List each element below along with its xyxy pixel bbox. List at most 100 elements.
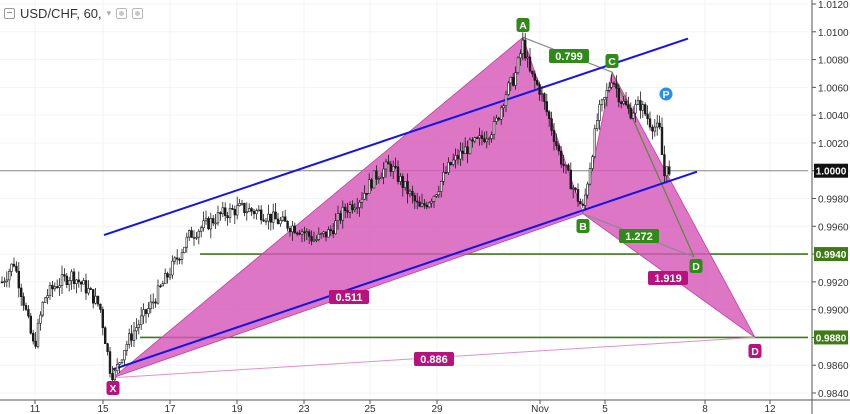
candle-body: [276, 218, 280, 225]
candle: [653, 119, 657, 137]
candle: [444, 166, 448, 174]
candle: [209, 212, 212, 239]
candle-body: [147, 308, 150, 314]
candle: [329, 225, 332, 237]
candle: [271, 203, 275, 230]
candle-body: [487, 138, 491, 140]
candle-body: [382, 168, 385, 178]
candle-body: [132, 330, 136, 341]
candle: [240, 199, 244, 206]
candle-body: [12, 263, 16, 267]
candle-body: [401, 176, 404, 188]
candle-body: [432, 195, 436, 202]
candle: [432, 195, 436, 209]
candle: [435, 194, 438, 198]
candle: [197, 229, 200, 245]
candle-body: [99, 303, 102, 310]
candle-body: [475, 137, 479, 139]
candle: [615, 75, 618, 98]
candle: [567, 163, 570, 172]
candle-body: [152, 301, 155, 304]
candle-body: [490, 134, 493, 139]
gear-icon[interactable]: [132, 7, 144, 19]
candle-body: [200, 227, 203, 232]
candle-body: [156, 285, 160, 304]
candle: [274, 203, 277, 220]
candle-body: [317, 233, 320, 240]
candle: [279, 216, 282, 227]
candle-body: [77, 279, 81, 283]
candle: [528, 47, 532, 73]
candle: [137, 319, 140, 335]
candle: [101, 306, 105, 336]
candle-body: [336, 213, 340, 222]
candle: [36, 318, 40, 349]
candle: [190, 226, 193, 238]
candle: [53, 282, 57, 292]
candle: [99, 303, 102, 313]
candle: [651, 124, 654, 140]
candle: [552, 122, 556, 151]
x-tick-label: 17: [164, 404, 176, 414]
point-a-label: A: [519, 20, 527, 32]
candle: [68, 276, 71, 292]
symbol-title[interactable]: USD/CHF, 60,: [20, 5, 102, 21]
candle-body: [607, 86, 611, 91]
candle: [447, 157, 450, 175]
candle: [116, 358, 119, 374]
candle-body: [543, 93, 546, 102]
chevron-down-icon[interactable]: ▾: [106, 7, 112, 18]
eye-icon[interactable]: [116, 7, 128, 19]
x-tick-label: 19: [231, 404, 243, 414]
candle-body: [192, 236, 196, 239]
candle: [63, 268, 66, 282]
price-badge-label: 0.9940: [816, 250, 847, 261]
candle: [420, 193, 424, 208]
candle: [495, 114, 498, 125]
candle: [523, 32, 527, 61]
candle-body: [281, 216, 284, 221]
candle: [283, 209, 287, 222]
candle: [471, 137, 474, 148]
candle: [499, 105, 503, 126]
candle-body: [43, 297, 47, 303]
channel-lower: [112, 170, 698, 371]
candle-body: [468, 139, 472, 155]
candle: [399, 173, 402, 186]
candle-body: [492, 121, 496, 135]
candle-body: [478, 135, 481, 139]
candle-body: [641, 104, 645, 111]
candle: [84, 273, 88, 300]
candle: [619, 100, 623, 109]
candle: [334, 213, 337, 235]
candle: [96, 295, 100, 307]
candle-body: [231, 208, 234, 210]
candle-body: [459, 150, 462, 160]
candle: [31, 329, 35, 345]
candle: [442, 163, 445, 186]
candle-body: [240, 202, 244, 205]
candle: [492, 116, 496, 140]
candle-body: [226, 215, 229, 219]
candle-body: [219, 212, 222, 215]
candle-body: [631, 112, 635, 119]
candle: [276, 213, 280, 225]
candle-body: [504, 94, 508, 106]
candle-body: [643, 104, 647, 115]
candle-body: [104, 327, 107, 344]
candle: [17, 262, 20, 298]
candle-body: [31, 332, 35, 342]
point-d1-label: D: [692, 261, 700, 273]
ratio-label-bd-bg: [619, 229, 659, 243]
candle-body: [113, 370, 117, 381]
collapse-icon[interactable]: −: [4, 7, 15, 19]
candle: [480, 130, 484, 146]
candle-body: [283, 216, 287, 222]
candle-body: [269, 213, 272, 223]
candle-body: [341, 206, 344, 221]
candle-body: [3, 281, 6, 283]
candle: [643, 102, 647, 117]
candle: [466, 140, 469, 164]
